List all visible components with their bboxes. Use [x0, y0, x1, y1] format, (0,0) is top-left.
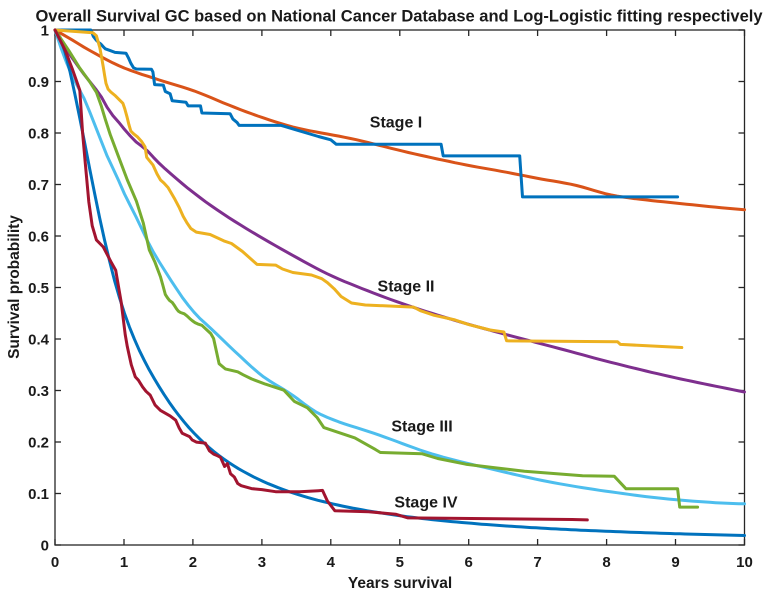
svg-text:0: 0 [51, 554, 59, 571]
svg-text:Years survival: Years survival [348, 575, 452, 592]
svg-text:Stage IV: Stage IV [394, 495, 457, 512]
svg-text:0.4: 0.4 [28, 332, 50, 349]
svg-text:Survival probability: Survival probability [6, 215, 23, 359]
svg-text:0: 0 [41, 538, 49, 555]
svg-text:2: 2 [189, 554, 197, 571]
svg-text:1: 1 [41, 23, 49, 40]
svg-text:0.3: 0.3 [28, 383, 49, 400]
svg-text:0.5: 0.5 [28, 280, 49, 297]
svg-text:0.6: 0.6 [28, 229, 49, 246]
svg-text:0.8: 0.8 [28, 126, 49, 143]
svg-text:0.9: 0.9 [28, 74, 49, 91]
svg-text:0.2: 0.2 [28, 435, 49, 452]
svg-text:8: 8 [602, 554, 610, 571]
svg-text:4: 4 [327, 554, 336, 571]
svg-text:Overall Survival GC based on N: Overall Survival GC based on National Ca… [35, 8, 763, 26]
svg-text:3: 3 [258, 554, 266, 571]
svg-text:9: 9 [671, 554, 679, 571]
svg-text:5: 5 [396, 554, 404, 571]
svg-text:Stage II: Stage II [378, 279, 435, 296]
svg-text:0.1: 0.1 [28, 486, 49, 503]
svg-text:Stage III: Stage III [391, 419, 452, 436]
svg-text:0.7: 0.7 [28, 177, 49, 194]
svg-text:7: 7 [533, 554, 541, 571]
svg-text:10: 10 [736, 554, 753, 571]
svg-text:Stage I: Stage I [370, 115, 422, 132]
svg-text:6: 6 [465, 554, 473, 571]
svg-text:1: 1 [120, 554, 128, 571]
